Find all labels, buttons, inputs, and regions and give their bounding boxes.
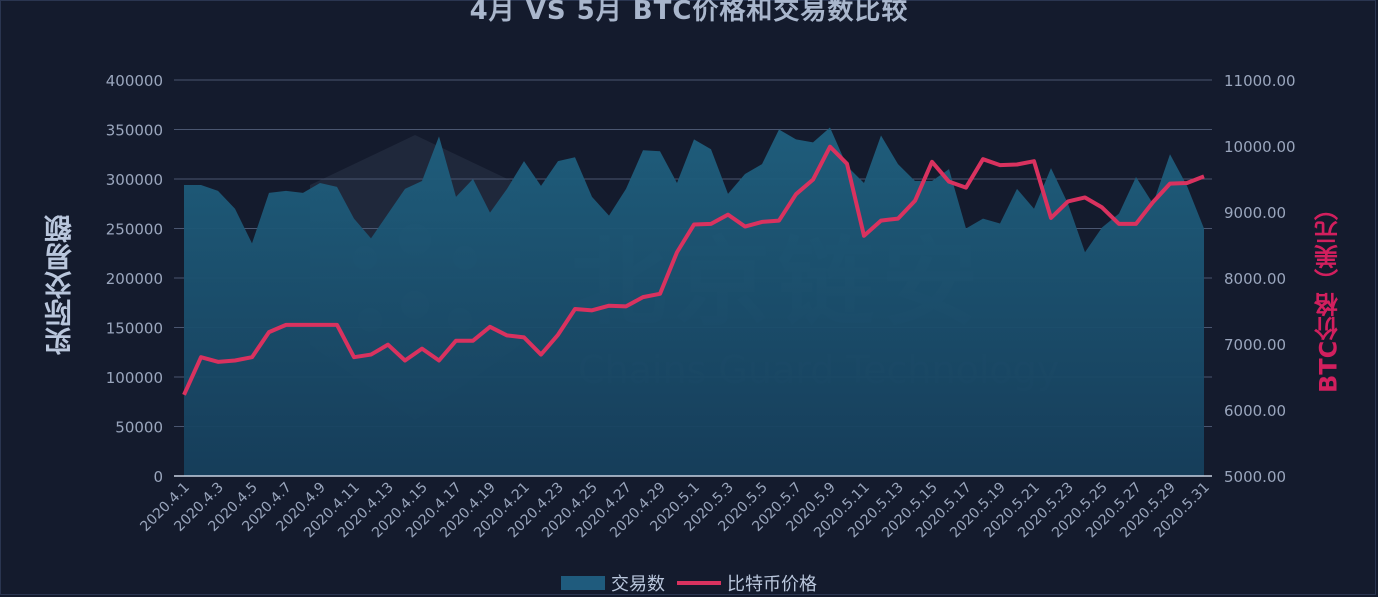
y-left-tick-label: 150000 [106, 320, 163, 338]
y-left-tick-label: 100000 [106, 369, 163, 387]
legend-line-swatch[interactable] [677, 581, 721, 585]
series-area-transactions [184, 127, 1204, 477]
legend: 交易数 比特币价格 [0, 570, 1378, 596]
y-left-tick-label: 200000 [106, 270, 163, 288]
y-right-tick-label: 10000.00 [1224, 138, 1296, 156]
y-left-tick-label: 0 [153, 468, 163, 486]
y-right-tick-label: 9000.00 [1224, 204, 1286, 222]
y-left-tick-label: 350000 [106, 122, 163, 140]
legend-line-label[interactable]: 比特币价格 [727, 574, 817, 595]
y-right-tick-label: 6000.00 [1224, 402, 1286, 420]
y-right-tick-label: 8000.00 [1224, 270, 1286, 288]
y-left-tick-label: 250000 [106, 221, 163, 239]
y-right-tick-label: 11000.00 [1224, 72, 1296, 90]
chart-title: 4月 VS 5月 BTC价格和交易数比较 [469, 0, 909, 26]
y-right-tick-label: 5000.00 [1224, 468, 1286, 486]
y-right-tick-label: 7000.00 [1224, 336, 1286, 354]
legend-area-swatch[interactable] [561, 576, 605, 590]
series-line-btc-price [182, 144, 1205, 396]
y-left-tick-label: 50000 [115, 419, 163, 437]
y-left-tick-label: 400000 [106, 72, 163, 90]
legend-area-label[interactable]: 交易数 [611, 574, 665, 595]
y-left-tick-label: 300000 [106, 171, 163, 189]
